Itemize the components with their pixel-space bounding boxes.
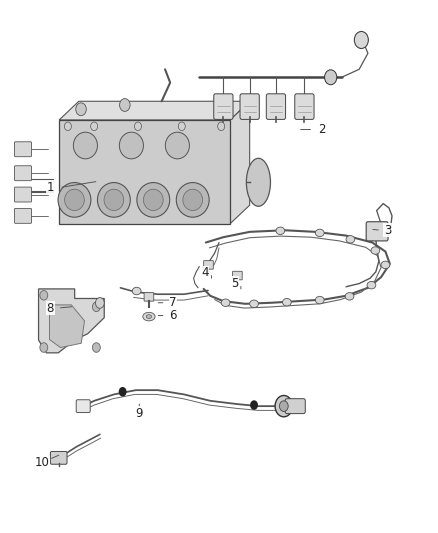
Circle shape: [92, 343, 100, 352]
Text: 8: 8: [47, 302, 54, 314]
Circle shape: [250, 400, 258, 410]
Circle shape: [354, 31, 368, 49]
Ellipse shape: [166, 132, 189, 159]
Circle shape: [275, 395, 293, 417]
Ellipse shape: [345, 293, 354, 300]
Ellipse shape: [371, 247, 380, 254]
FancyBboxPatch shape: [59, 120, 230, 224]
FancyBboxPatch shape: [240, 94, 259, 119]
Circle shape: [64, 122, 71, 131]
Ellipse shape: [315, 296, 324, 304]
Ellipse shape: [137, 182, 170, 217]
Text: 7: 7: [169, 296, 177, 309]
Ellipse shape: [221, 299, 230, 306]
FancyBboxPatch shape: [14, 208, 32, 223]
Polygon shape: [49, 305, 85, 348]
Ellipse shape: [367, 281, 376, 289]
Ellipse shape: [65, 189, 84, 211]
FancyBboxPatch shape: [366, 222, 388, 241]
Text: 6: 6: [169, 309, 177, 322]
Text: 5: 5: [231, 277, 238, 290]
Ellipse shape: [143, 189, 163, 211]
Circle shape: [91, 122, 98, 131]
FancyBboxPatch shape: [204, 261, 213, 269]
Ellipse shape: [250, 300, 258, 308]
FancyBboxPatch shape: [76, 400, 90, 413]
Circle shape: [325, 70, 337, 85]
Ellipse shape: [132, 287, 141, 295]
Text: 9: 9: [135, 407, 143, 419]
Text: 1: 1: [46, 181, 54, 194]
Ellipse shape: [283, 298, 291, 306]
Text: 2: 2: [318, 123, 326, 136]
Ellipse shape: [143, 312, 155, 321]
Circle shape: [134, 122, 141, 131]
Polygon shape: [39, 289, 104, 353]
FancyBboxPatch shape: [266, 94, 286, 119]
Ellipse shape: [73, 132, 97, 159]
FancyBboxPatch shape: [14, 142, 32, 157]
Circle shape: [279, 401, 288, 411]
Ellipse shape: [146, 314, 152, 318]
FancyBboxPatch shape: [285, 399, 305, 414]
Ellipse shape: [58, 182, 91, 217]
Circle shape: [40, 343, 48, 352]
Ellipse shape: [97, 182, 131, 217]
Text: 3: 3: [384, 224, 391, 237]
FancyBboxPatch shape: [214, 94, 233, 119]
Ellipse shape: [104, 189, 124, 211]
Circle shape: [119, 387, 127, 397]
Polygon shape: [230, 101, 250, 224]
Circle shape: [40, 290, 48, 300]
Circle shape: [92, 302, 100, 312]
Ellipse shape: [315, 229, 324, 237]
Polygon shape: [59, 101, 250, 120]
Ellipse shape: [183, 189, 203, 211]
FancyBboxPatch shape: [14, 187, 32, 202]
Circle shape: [178, 122, 185, 131]
Ellipse shape: [381, 261, 390, 269]
Ellipse shape: [346, 236, 355, 243]
FancyBboxPatch shape: [144, 293, 154, 301]
Ellipse shape: [276, 227, 285, 235]
Text: 4: 4: [201, 266, 209, 279]
Circle shape: [76, 103, 86, 116]
Circle shape: [218, 122, 225, 131]
Text: 10: 10: [34, 456, 49, 469]
Circle shape: [120, 99, 130, 111]
FancyBboxPatch shape: [50, 451, 67, 464]
Ellipse shape: [119, 132, 143, 159]
Circle shape: [95, 297, 104, 308]
Ellipse shape: [176, 182, 209, 217]
FancyBboxPatch shape: [14, 166, 32, 181]
FancyBboxPatch shape: [233, 271, 242, 280]
Ellipse shape: [246, 158, 271, 206]
FancyBboxPatch shape: [295, 94, 314, 119]
